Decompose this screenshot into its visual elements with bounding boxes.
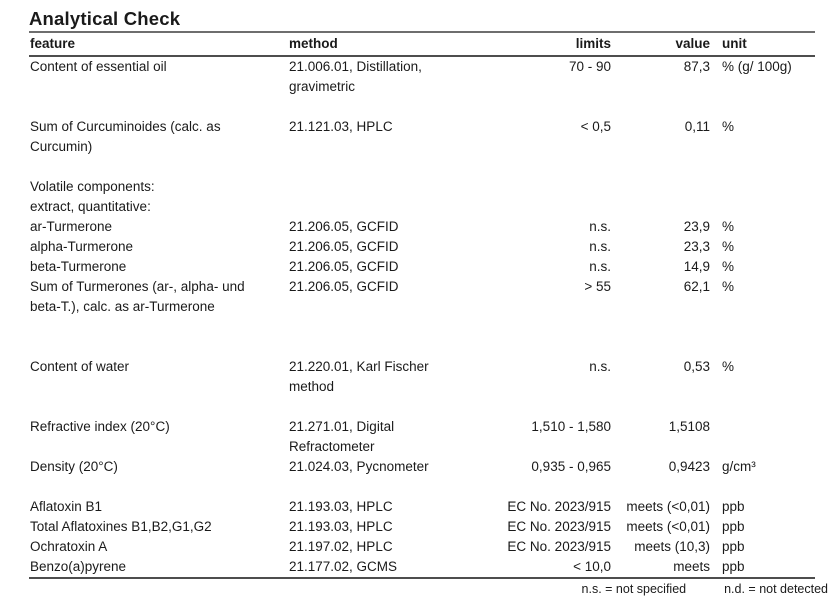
limits-cell: 70 - 90 <box>568 59 611 74</box>
feature-cell: Refractive index (20°C) <box>30 419 170 434</box>
limits-cell: < 0,5 <box>580 119 611 134</box>
value-cell: 23,9 <box>683 219 710 234</box>
feature-cell: Benzo(a)pyrene <box>30 559 127 574</box>
limits-cell: EC No. 2023/915 <box>507 499 611 514</box>
unit-cell: ppb <box>722 519 745 534</box>
value-cell: 14,9 <box>683 259 710 274</box>
legend-footer: n.s. = not specified n.d. = not detected <box>29 582 828 596</box>
method-cell: 21.121.03, HPLC <box>289 119 393 134</box>
feature-cell: ar-Turmerone <box>30 219 113 234</box>
feature-cell: Sum of Curcuminoides (calc. as Curcumin) <box>30 119 221 154</box>
table-row: Sum of Turmerones (ar-, alpha- und beta-… <box>29 277 815 317</box>
unit-cell: % <box>722 259 735 274</box>
method-cell: 21.193.03, HPLC <box>289 499 393 514</box>
value-cell: 23,3 <box>683 239 710 254</box>
unit-cell: % <box>722 239 735 254</box>
table-row: Sum of Curcuminoides (calc. as Curcumin)… <box>29 117 815 157</box>
method-cell: 21.006.01, Distillation, gravimetric <box>289 59 422 94</box>
header-underline <box>29 55 815 57</box>
value-cell: meets <box>673 559 710 574</box>
limits-cell: n.s. <box>589 239 611 254</box>
value-cell: meets (10,3) <box>634 539 710 554</box>
table-row: Total Aflatoxines B1,B2,G1,G2 21.193.03,… <box>29 517 815 537</box>
method-cell: 21.206.05, GCFID <box>289 279 399 294</box>
method-cell: 21.206.05, GCFID <box>289 259 399 274</box>
analytical-check-document: Analytical Check feature method limits v… <box>29 0 828 596</box>
method-cell: 21.024.03, Pycnometer <box>289 459 429 474</box>
unit-cell: % <box>722 219 735 234</box>
unit-cell: % <box>722 279 735 294</box>
method-cell: 21.220.01, Karl Fischer method <box>289 359 429 394</box>
unit-cell: ppb <box>722 559 745 574</box>
limits-cell: n.s. <box>589 359 611 374</box>
feature-cell: Ochratoxin A <box>30 539 108 554</box>
feature-cell: beta-Turmerone <box>30 259 127 274</box>
limits-cell: n.s. <box>589 259 611 274</box>
value-cell: 1,5108 <box>668 419 710 434</box>
value-cell: meets (<0,01) <box>626 499 710 514</box>
column-header-unit: unit <box>722 36 747 51</box>
limits-cell: EC No. 2023/915 <box>507 539 611 554</box>
method-cell: 21.197.02, HPLC <box>289 539 393 554</box>
unit-cell: % <box>722 359 735 374</box>
table-row: Refractive index (20°C) 21.271.01, Digit… <box>29 417 815 457</box>
table-bottom-rule <box>29 577 815 579</box>
feature-cell: Content of water <box>30 359 130 374</box>
page-title: Analytical Check <box>29 8 181 29</box>
method-cell: 21.177.02, GCMS <box>289 559 398 574</box>
feature-cell: alpha-Turmerone <box>30 239 134 254</box>
method-cell: 21.271.01, Digital Refractometer <box>289 419 395 454</box>
column-header-method: method <box>289 36 338 51</box>
method-cell: 21.206.05, GCFID <box>289 239 399 254</box>
value-cell: 0,11 <box>684 119 710 134</box>
limits-cell: EC No. 2023/915 <box>507 519 611 534</box>
limits-cell: n.s. <box>589 219 611 234</box>
column-header-feature: feature <box>30 36 76 51</box>
column-header-limits: limits <box>575 36 611 51</box>
limits-cell: 1,510 - 1,580 <box>531 419 611 434</box>
feature-cell: Aflatoxin B1 <box>30 499 103 514</box>
table-row: Content of essential oil 21.006.01, Dist… <box>29 57 815 97</box>
table-row: Benzo(a)pyrene 21.177.02, GCMS < 10,0 me… <box>29 557 815 577</box>
value-cell: 0,9423 <box>668 459 710 474</box>
ns-legend: n.s. = not specified <box>581 582 687 596</box>
value-cell: meets (<0,01) <box>626 519 710 534</box>
unit-cell: % <box>722 119 735 134</box>
title-underline <box>29 31 815 33</box>
unit-cell: ppb <box>722 539 745 554</box>
table-row: ar-Turmerone 21.206.05, GCFID n.s. 23,9 … <box>29 217 815 237</box>
feature-cell: Total Aflatoxines B1,B2,G1,G2 <box>30 519 212 534</box>
table-row: Density (20°C) 21.024.03, Pycnometer 0,9… <box>29 457 815 477</box>
feature-cell: Content of essential oil <box>30 59 167 74</box>
limits-cell: 0,935 - 0,965 <box>531 459 611 474</box>
table-row: Ochratoxin A 21.197.02, HPLC EC No. 2023… <box>29 537 815 557</box>
value-cell: 0,53 <box>683 359 710 374</box>
feature-cell: Sum of Turmerones (ar-, alpha- und beta-… <box>30 279 245 314</box>
nd-legend: n.d. = not detected <box>724 582 828 596</box>
column-header-value: value <box>675 36 710 51</box>
method-cell: 21.193.03, HPLC <box>289 519 393 534</box>
table-row: alpha-Turmerone 21.206.05, GCFID n.s. 23… <box>29 237 815 257</box>
unit-cell: g/cm³ <box>722 459 756 474</box>
table-row: Content of water 21.220.01, Karl Fischer… <box>29 357 815 397</box>
feature-cell: Density (20°C) <box>30 459 118 474</box>
table-row: Aflatoxin B1 21.193.03, HPLC EC No. 2023… <box>29 497 815 517</box>
table-row: beta-Turmerone 21.206.05, GCFID n.s. 14,… <box>29 257 815 277</box>
unit-cell: % (g/ 100g) <box>722 59 792 74</box>
unit-cell: ppb <box>722 499 745 514</box>
limits-cell: > 55 <box>584 279 611 294</box>
table-header: feature method limits value unit <box>29 33 815 55</box>
limits-cell: < 10,0 <box>573 559 611 574</box>
table-row-group-label: Volatile components: extract, quantitati… <box>29 177 815 217</box>
feature-cell: Volatile components: extract, quantitati… <box>30 179 155 214</box>
value-cell: 62,1 <box>683 279 710 294</box>
value-cell: 87,3 <box>683 59 710 74</box>
method-cell: 21.206.05, GCFID <box>289 219 399 234</box>
